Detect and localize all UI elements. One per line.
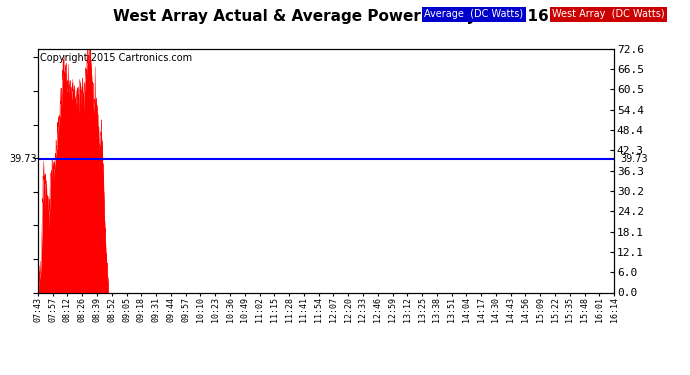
Text: 39.73: 39.73: [10, 154, 37, 164]
Text: Copyright 2015 Cartronics.com: Copyright 2015 Cartronics.com: [40, 53, 192, 63]
Text: West Array  (DC Watts): West Array (DC Watts): [552, 9, 664, 20]
Text: Average  (DC Watts): Average (DC Watts): [424, 9, 524, 20]
Text: 39.73: 39.73: [620, 154, 647, 164]
Text: West Array Actual & Average Power Wed Jan 21 16:25: West Array Actual & Average Power Wed Ja…: [113, 9, 577, 24]
